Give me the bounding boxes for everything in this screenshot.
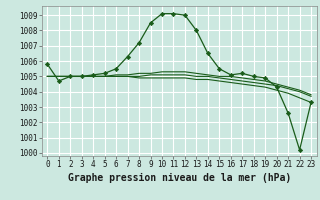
X-axis label: Graphe pression niveau de la mer (hPa): Graphe pression niveau de la mer (hPa) (68, 173, 291, 183)
